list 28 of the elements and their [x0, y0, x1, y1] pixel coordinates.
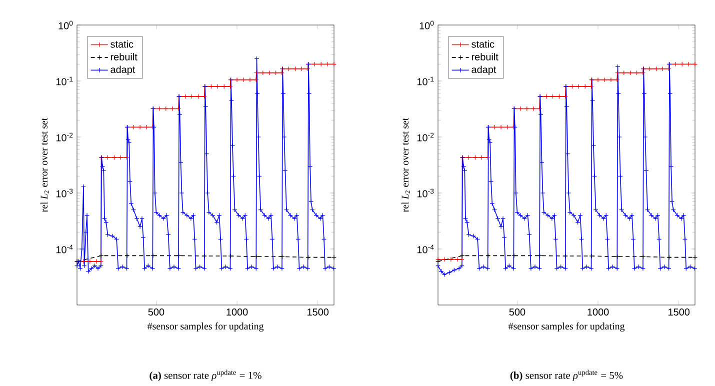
x-tick-label: 500: [509, 308, 526, 316]
legend-label: static: [472, 40, 494, 48]
legend-label: rebuilt: [110, 53, 138, 60]
x-axis-title: #sensor samples for updating: [147, 322, 264, 332]
y-axis-title: rel L$_{2}$ error over test set: [401, 118, 410, 212]
y-tick-label: 10$^{-2}$: [417, 132, 434, 142]
legend-label: adapt: [472, 66, 496, 76]
y-tick-label: 10$^{0}$: [58, 20, 73, 30]
y-tick-label: 10$^{-4}$: [417, 244, 434, 254]
y-tick-label: 10$^{-3}$: [56, 188, 73, 198]
text: (b) sensor rate ρ$^{update}$ = 5%: [510, 370, 623, 382]
y-tick-label: 10$^{-1}$: [56, 76, 73, 86]
x-tick-label: 1000: [588, 308, 609, 316]
x-tick-label: 1500: [668, 308, 690, 316]
y-tick-label: 10$^{-2}$: [56, 132, 73, 142]
x-axis-title: #sensor samples for updating: [508, 322, 625, 332]
y-tick-label: 10$^{0}$: [420, 20, 434, 30]
text: (a) sensor rate ρ$^{update}$ = 1%: [150, 370, 262, 382]
x-tick-label: 1000: [226, 308, 248, 316]
y-tick-label: 10$^{-1}$: [417, 76, 434, 86]
x-tick-label: 1500: [308, 308, 329, 316]
legend-label: rebuilt: [472, 53, 498, 60]
y-tick-label: 10$^{-3}$: [417, 188, 434, 198]
legend-label: static: [110, 40, 134, 48]
legend-label: adapt: [110, 66, 136, 76]
y-axis-title: rel L$_{2}$ error over test set: [40, 118, 49, 212]
y-tick-label: 10$^{-4}$: [56, 244, 73, 254]
x-tick-label: 500: [148, 308, 164, 316]
